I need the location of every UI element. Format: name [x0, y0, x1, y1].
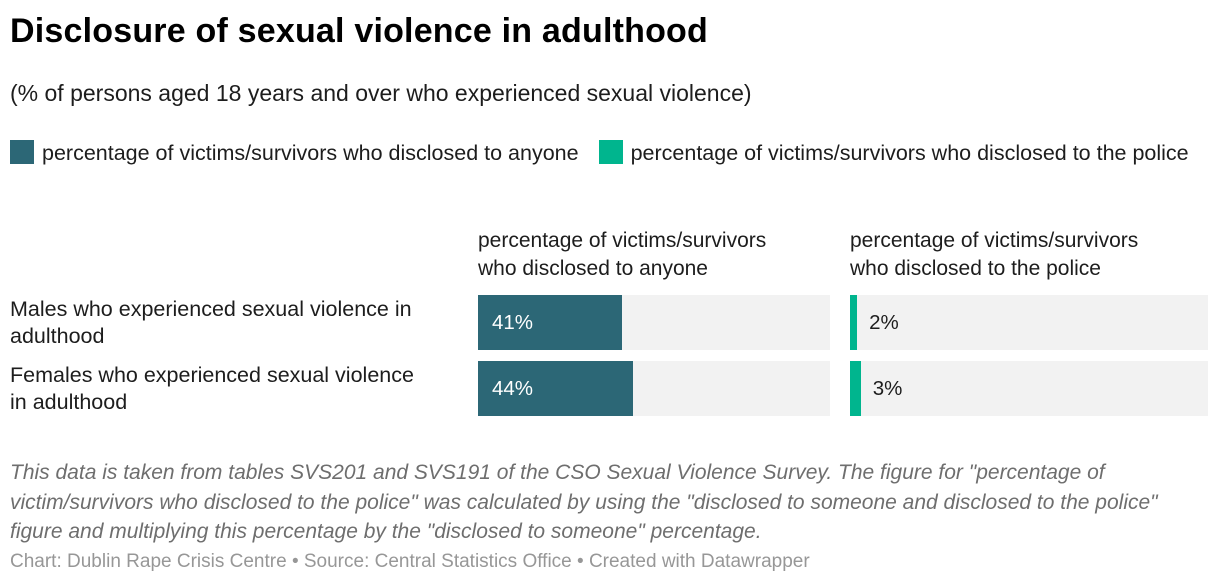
- chart-credit: Chart: Dublin Rape Crisis Centre • Sourc…: [10, 551, 810, 572]
- legend: percentage of victims/survivors who disc…: [10, 136, 1208, 171]
- bar-value-males-anyone: 41%: [492, 310, 534, 334]
- bar-track-males-anyone: 41%: [478, 295, 830, 350]
- bar-males-disclosed-anyone: 41%: [478, 295, 623, 350]
- column-header-disclosed-police: percentage of victims/survivors who disc…: [850, 229, 1139, 280]
- bar-value-males-police: 2%: [869, 310, 899, 334]
- legend-swatch-disclosed-police: [598, 140, 623, 164]
- chart-note: This data is taken from tables SVS201 an…: [10, 461, 1158, 543]
- bar-females-disclosed-police: [850, 361, 861, 416]
- bar-value-females-police: 3%: [872, 376, 903, 400]
- chart-subtitle: (% of persons aged 18 years and over who…: [10, 80, 752, 106]
- column-header-disclosed-anyone: percentage of victims/survivors who disc…: [478, 229, 767, 280]
- legend-swatch-disclosed-anyone: [10, 140, 34, 164]
- bar-track-females-anyone: 44%: [478, 361, 830, 416]
- bar-value-females-anyone: 44%: [492, 376, 534, 400]
- bar-males-disclosed-police: [850, 295, 858, 350]
- bar-track-males-police: 2%: [850, 295, 1208, 350]
- bar-track-females-police: 3%: [850, 361, 1208, 416]
- chart-title: Disclosure of sexual violence in adultho…: [10, 12, 708, 50]
- legend-label-disclosed-anyone: percentage of victims/survivors who disc…: [42, 141, 579, 165]
- legend-label-disclosed-police: percentage of victims/survivors who disc…: [630, 141, 1189, 165]
- category-label-females: Females who experienced sexual violence …: [10, 362, 414, 414]
- category-label-males: Males who experienced sexual violence in…: [10, 296, 412, 348]
- bar-females-disclosed-anyone: 44%: [478, 361, 633, 416]
